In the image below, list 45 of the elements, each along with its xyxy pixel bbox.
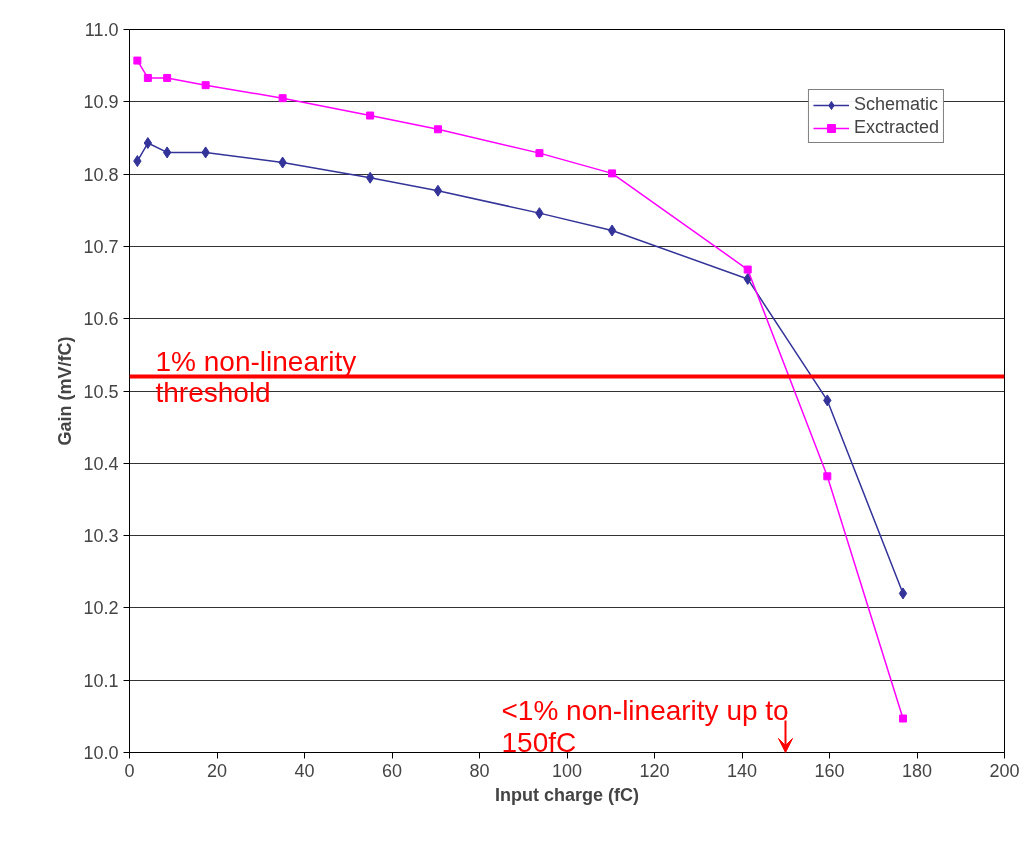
y-tick-label: 10.5 bbox=[83, 381, 119, 402]
x-axis-title: Input charge (fC) bbox=[495, 784, 639, 805]
y-axis-title: Gain (mV/fC) bbox=[55, 336, 76, 446]
point bbox=[162, 146, 172, 159]
x-tick-label: 120 bbox=[639, 760, 670, 781]
x-tick-label: 0 bbox=[124, 760, 135, 781]
point bbox=[163, 73, 172, 82]
point bbox=[607, 224, 617, 237]
point bbox=[365, 171, 375, 184]
point bbox=[823, 472, 832, 481]
x-tick-label: 160 bbox=[814, 760, 845, 781]
x-tick-label: 20 bbox=[206, 760, 228, 781]
x-tick-label: 60 bbox=[381, 760, 403, 781]
point bbox=[535, 149, 544, 158]
y-tick-label: 10.1 bbox=[83, 670, 119, 691]
x-tick-label: 200 bbox=[989, 760, 1020, 781]
y-tick-label: 10.3 bbox=[83, 526, 119, 547]
x-tick-label: 80 bbox=[469, 760, 490, 781]
point bbox=[143, 137, 153, 150]
point bbox=[608, 169, 617, 178]
y-tick-label: 10.2 bbox=[83, 598, 119, 619]
x-tick-label: 140 bbox=[726, 760, 758, 781]
legend-label: Schematic bbox=[853, 94, 938, 115]
y-tick-label: 10.7 bbox=[83, 236, 119, 257]
x-tick-label: 40 bbox=[294, 760, 315, 781]
point bbox=[143, 73, 152, 82]
y-tick-label: 10.8 bbox=[83, 164, 119, 185]
point bbox=[278, 94, 287, 103]
point bbox=[743, 265, 752, 274]
x-tick-label: 180 bbox=[901, 760, 933, 781]
point bbox=[433, 184, 443, 197]
point bbox=[133, 56, 142, 65]
legend-label: Exctracted bbox=[853, 117, 939, 138]
y-tick-label: 11.0 bbox=[84, 20, 119, 40]
point bbox=[201, 81, 210, 90]
y-tick-label: 10.6 bbox=[83, 309, 119, 330]
point bbox=[899, 714, 907, 723]
x-tick-label: 100 bbox=[551, 760, 583, 781]
point bbox=[433, 125, 442, 134]
y-tick-label: 10.9 bbox=[83, 92, 119, 113]
y-tick-label: 10.4 bbox=[83, 453, 119, 474]
y-tick-label: 10.0 bbox=[83, 743, 119, 763]
point bbox=[898, 587, 908, 600]
annotation: <1% non-linearity up to 150fC bbox=[501, 694, 789, 759]
point bbox=[366, 111, 375, 120]
